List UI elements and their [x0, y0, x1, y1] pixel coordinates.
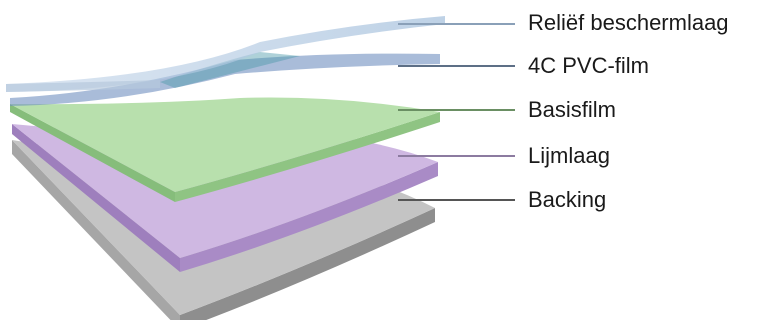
label-relief-beschermlaag: Reliëf beschermlaag — [528, 10, 729, 35]
label-4c-pvc-film: 4C PVC-film — [528, 53, 650, 78]
label-lijmlaag: Lijmlaag — [528, 143, 610, 168]
label-backing: Backing — [528, 187, 607, 212]
layer-pvc-film — [10, 52, 440, 106]
leader-lines — [398, 23, 515, 201]
label-basisfilm: Basisfilm — [528, 97, 617, 122]
layer-basisfilm — [10, 97, 440, 202]
layer-relief — [6, 16, 445, 92]
